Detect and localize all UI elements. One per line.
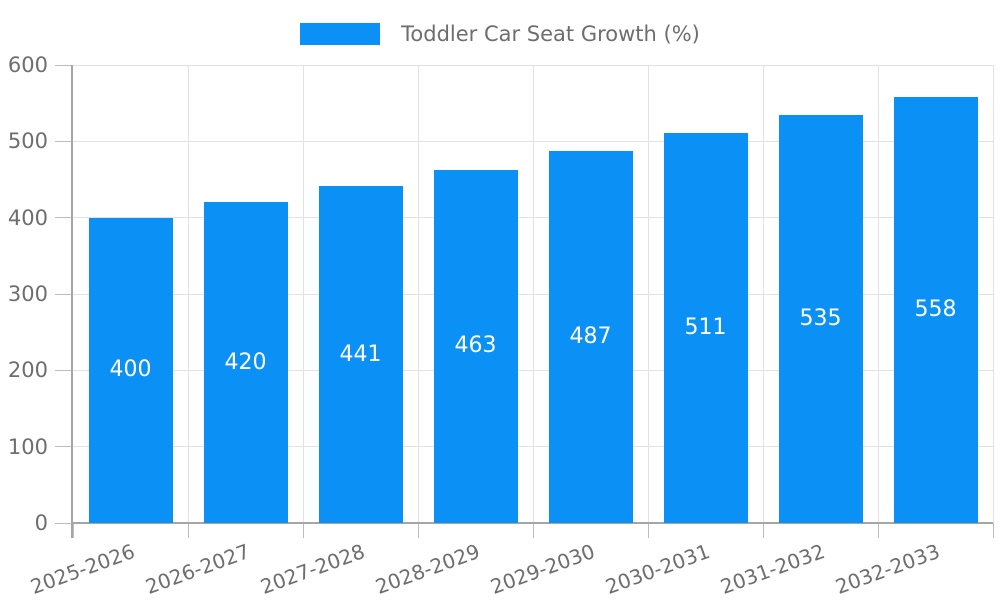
y-axis-tick [55, 140, 73, 142]
bar-value-label: 535 [799, 305, 842, 331]
gridline-vertical [647, 65, 649, 523]
x-tick-label: 2027-2028 [257, 539, 369, 599]
bar[interactable] [203, 202, 288, 523]
legend-swatch [300, 23, 381, 45]
bar-value-label: 441 [339, 341, 382, 367]
x-axis-tick [72, 523, 74, 538]
y-axis-tick [55, 522, 73, 524]
gridline-vertical [992, 65, 994, 523]
bar-value-label: 420 [224, 349, 267, 375]
x-tick-label: 2025-2026 [27, 539, 139, 599]
gridline-vertical [417, 65, 419, 523]
y-axis-tick [55, 369, 73, 371]
x-axis-tick [877, 523, 879, 538]
gridline-vertical [877, 65, 879, 523]
bar-value-label: 511 [684, 314, 727, 340]
x-axis-tick [187, 523, 189, 538]
y-axis-tick [55, 217, 73, 219]
y-tick-label: 600 [7, 53, 48, 77]
y-axis-tick [55, 64, 73, 66]
gridline-vertical [302, 65, 304, 523]
bar-value-label: 487 [569, 324, 612, 350]
x-axis-tick [992, 523, 994, 538]
x-tick-label: 2030-2031 [602, 539, 714, 599]
bar[interactable] [88, 217, 173, 523]
gridline-vertical [187, 65, 189, 523]
y-tick-label: 300 [7, 282, 48, 306]
bar-value-label: 558 [914, 297, 957, 323]
y-tick-label: 0 [34, 511, 48, 535]
bar[interactable] [893, 97, 978, 523]
bar-value-label: 400 [109, 357, 152, 383]
gridline-vertical [532, 65, 534, 523]
x-axis-tick [532, 523, 534, 538]
x-tick-label: 2031-2032 [717, 539, 829, 599]
bar[interactable] [318, 186, 403, 523]
x-axis-tick [647, 523, 649, 538]
y-tick-label: 500 [7, 129, 48, 154]
x-axis-tick [302, 523, 304, 538]
gridline-vertical [762, 65, 764, 523]
x-tick-label: 2028-2029 [372, 539, 484, 599]
bar[interactable] [433, 169, 518, 523]
legend-label: Toddler Car Seat Growth (%) [401, 22, 700, 46]
bar[interactable] [778, 114, 863, 523]
x-tick-label: 2032-2033 [832, 539, 944, 599]
bar-value-label: 463 [454, 333, 497, 359]
y-axis-line [71, 65, 73, 538]
x-axis-tick [762, 523, 764, 538]
y-tick-label: 100 [7, 434, 48, 459]
y-tick-label: 400 [7, 205, 48, 230]
y-axis-tick [55, 446, 73, 448]
y-tick-label: 200 [7, 358, 48, 383]
bar[interactable] [663, 132, 748, 523]
x-axis-tick [417, 523, 419, 538]
x-tick-label: 2026-2027 [142, 539, 254, 599]
bar[interactable] [548, 151, 633, 523]
x-axis-line [73, 522, 993, 524]
y-axis-tick [55, 293, 73, 295]
legend[interactable]: Toddler Car Seat Growth (%) [0, 22, 1000, 46]
x-tick-label: 2029-2030 [487, 539, 599, 599]
